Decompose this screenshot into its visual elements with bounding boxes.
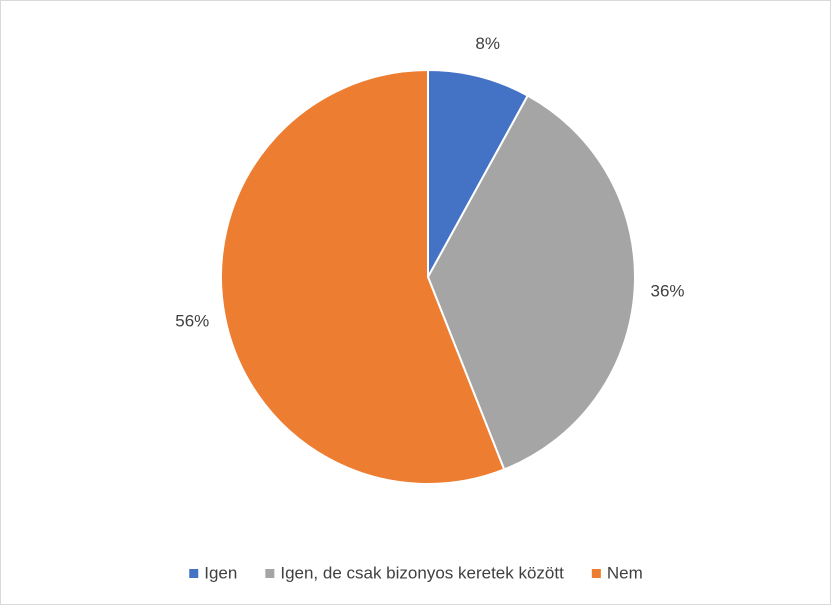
pie-slice (427, 68, 530, 278)
data-label: 36% (651, 282, 685, 301)
legend-marker (591, 569, 601, 578)
data-label: 56% (175, 311, 209, 330)
data-label: 8% (475, 34, 500, 53)
legend-label: Igen, de csak bizonyos keretek között (280, 563, 564, 582)
legend-marker (265, 569, 275, 578)
legend-marker (189, 569, 199, 578)
pie-slice (220, 68, 506, 485)
legend-label: Igen (204, 563, 237, 582)
pie-slice (426, 94, 636, 471)
legend-label: Nem (607, 563, 643, 582)
